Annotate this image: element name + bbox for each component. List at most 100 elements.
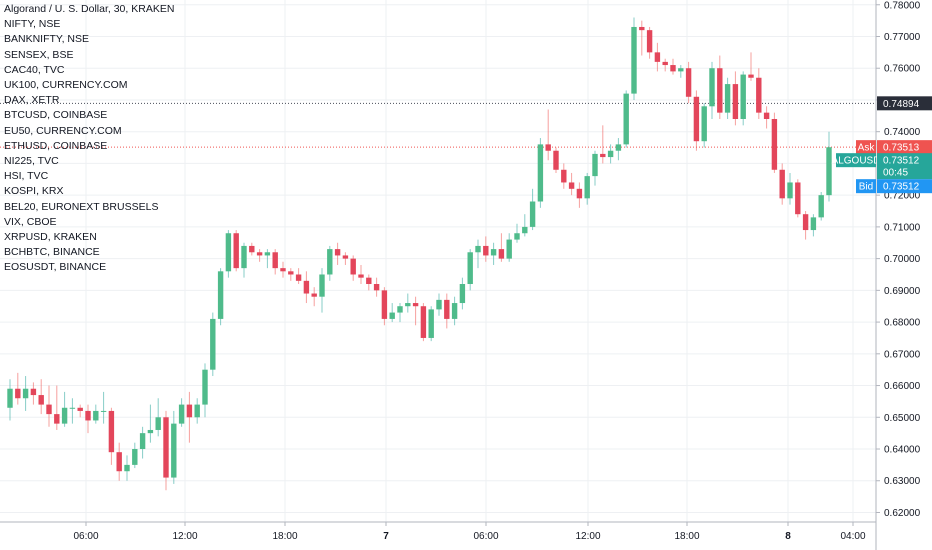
candle-body — [444, 299, 450, 319]
candle-body — [724, 84, 731, 113]
candle-body — [178, 404, 185, 424]
overlay-symbol[interactable]: XRPUSD, KRAKEN — [4, 231, 97, 244]
candle-body — [311, 293, 317, 297]
candle-body — [7, 388, 13, 408]
candle-body — [249, 245, 255, 253]
candle-body — [810, 217, 817, 231]
candle-body — [662, 61, 668, 66]
candle-body — [756, 77, 762, 113]
candle-body — [646, 30, 653, 53]
x-tick-label: 18:00 — [674, 531, 699, 542]
overlay-symbol[interactable]: ETHUSD, COINBASE — [4, 139, 108, 152]
ask-tag-value: 0.73513 — [883, 143, 920, 154]
y-tick-label: 0.69000 — [884, 286, 921, 297]
candle-body — [264, 252, 271, 256]
level-tag-bg — [877, 96, 932, 111]
candle-body — [826, 147, 832, 196]
overlay-symbol[interactable]: UK100, CURRENCY.COM — [4, 79, 128, 92]
candle-body — [436, 299, 442, 310]
last-price-tag-bg — [877, 153, 932, 180]
y-tick-label: 0.67000 — [884, 349, 921, 360]
candle-body — [93, 410, 99, 421]
x-tick-label: 12:00 — [172, 531, 197, 542]
candle-body — [779, 169, 785, 199]
candle-body — [334, 249, 341, 256]
x-tick-label: 06:00 — [473, 531, 498, 542]
candle-body — [639, 26, 645, 31]
candle-body — [748, 74, 754, 78]
level-tag-value: 0.74894 — [883, 99, 920, 110]
overlay-symbol[interactable]: NI225, TVC — [4, 155, 59, 168]
bid-tag-label-bg — [856, 179, 876, 194]
candle-body — [15, 388, 21, 399]
bid-tag-value: 0.73512 — [883, 182, 920, 193]
overlay-symbol[interactable]: CAC40, TVC — [4, 63, 65, 76]
candle-body — [545, 144, 551, 151]
candle-body — [818, 195, 824, 218]
candle-body — [38, 395, 44, 405]
overlay-symbol[interactable]: BTCUSD, COINBASE — [4, 109, 108, 122]
candle-body — [568, 182, 575, 189]
candle-body — [787, 182, 793, 199]
symbol-overlay-list: Algorand / U. S. Dollar, 30, KRAKEN NIFTY… — [4, 2, 174, 276]
overlay-symbol[interactable]: NIFTY, NSE — [4, 18, 61, 31]
overlay-symbol[interactable]: BCHBTC, BINANCE — [4, 246, 100, 259]
x-tick-label: 04:00 — [840, 531, 865, 542]
overlay-symbol[interactable]: EU50, CURRENCY.COM — [4, 124, 122, 137]
y-tick-label: 0.76000 — [884, 64, 921, 75]
candle-body — [280, 268, 286, 272]
candle-body — [537, 144, 544, 202]
last-price-value: 0.73512 — [883, 156, 920, 167]
candle-body — [272, 252, 278, 269]
candle-body — [327, 249, 333, 275]
overlay-symbol[interactable]: BEL20, EURONEXT BRUSSELS — [4, 200, 159, 213]
candle-body — [654, 52, 661, 62]
candle-body — [358, 274, 364, 278]
candle-body — [420, 306, 427, 338]
y-tick-label: 0.68000 — [884, 318, 921, 329]
candle-body — [795, 182, 801, 215]
ask-tag-label: Ask — [858, 143, 876, 154]
candle-body — [30, 388, 37, 396]
candle-body — [600, 153, 606, 158]
y-tick-label: 0.74000 — [884, 127, 921, 138]
candle-body — [373, 284, 380, 291]
bid-tag-bg — [877, 179, 932, 194]
candle-body — [561, 169, 567, 183]
y-tick-label: 0.66000 — [884, 381, 921, 392]
y-tick-label: 0.62000 — [884, 508, 921, 519]
y-tick-label: 0.72000 — [884, 191, 921, 202]
overlay-symbol[interactable]: BANKNIFTY, NSE — [4, 33, 89, 46]
candle-body — [678, 68, 684, 72]
candle-body — [217, 271, 224, 319]
candle-body — [389, 312, 395, 319]
candle-body — [763, 112, 770, 119]
overlay-symbol[interactable]: EOSUSDT, BINANCE — [4, 261, 107, 274]
candle-body — [522, 226, 528, 234]
main-series-title[interactable]: Algorand / U. S. Dollar, 30, KRAKEN — [4, 3, 175, 15]
candle-body — [116, 452, 122, 472]
overlay-symbol[interactable]: HSI, TVC — [4, 170, 49, 183]
candle-body — [483, 245, 489, 256]
candle-body — [412, 303, 419, 307]
candle-body — [498, 249, 505, 259]
overlay-symbol[interactable]: SENSEX, BSE — [4, 48, 74, 61]
candle-body — [22, 388, 29, 399]
candle-body — [592, 153, 598, 177]
overlay-symbol[interactable]: KOSPI, KRX — [4, 185, 64, 198]
candle-body — [256, 252, 263, 256]
candle-body — [77, 407, 83, 411]
candle-body — [405, 303, 411, 307]
symbol-tag-bg — [836, 153, 876, 168]
candle-body — [607, 150, 614, 158]
candle-body — [802, 214, 809, 231]
ask-tag-bg — [877, 140, 932, 155]
candle-body — [202, 369, 208, 405]
overlay-symbol[interactable]: VIX, CBOE — [4, 215, 57, 228]
candle-body — [701, 106, 707, 142]
overlay-symbol[interactable]: DAX, XETR — [4, 94, 60, 107]
x-tick-label: 8 — [785, 531, 791, 542]
candle-body — [451, 303, 458, 319]
